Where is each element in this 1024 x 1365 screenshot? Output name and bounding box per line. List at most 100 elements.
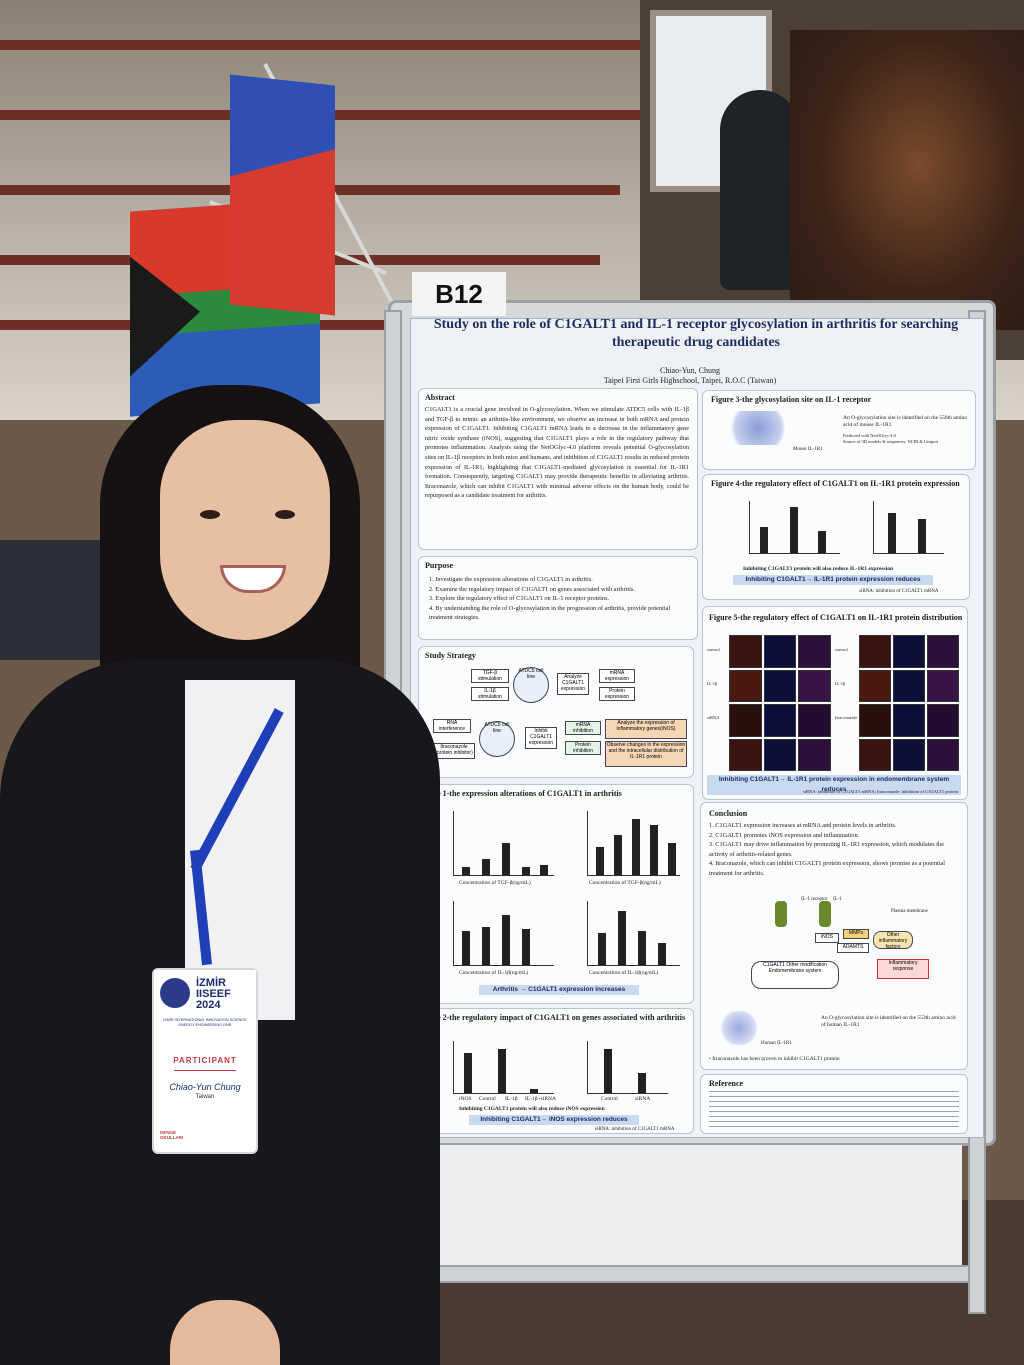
figure1-heading: igure 1-the expression alterations of C1…	[423, 789, 622, 798]
abstract-text: C1GALT1 is a crucial gene involved in O-…	[425, 406, 689, 500]
observe-box: Observe changes in the expression and th…	[605, 741, 687, 767]
figure5-box: Figure 5-the regulatory effect of C1GALT…	[702, 606, 968, 800]
purpose-box: Purpose 1. Investigate the expression al…	[418, 556, 698, 640]
conclusion-heading: Conclusion	[709, 809, 748, 818]
fig4-footnote: siRNA: inhibition of C1GALT1 mRNA	[859, 589, 939, 594]
fig5-banner: Inhibiting C1GALT1→ IL-1R1 protein expre…	[707, 775, 961, 795]
fig2-x2-sirna: siRNA	[635, 1096, 651, 1102]
fig1-banner: Arthritis → C1GALT1 expression increases	[479, 985, 639, 995]
diagram-othermod: Other modification	[786, 962, 827, 968]
purpose-item: 4. By understanding the role of O-glycos…	[429, 604, 671, 622]
fig2-chart-a	[453, 1041, 554, 1094]
poster-author: Chiao-Yun, Chung Taipei First Girls High…	[560, 366, 820, 386]
purpose-item: 2. Examine the regulatory impact of C1GA…	[429, 585, 635, 593]
analyze-inflammatory-box: Analyze the expression of inflammatory g…	[605, 719, 687, 739]
diagram-endo: C1GALT1 Other modification Endomembrane …	[751, 961, 839, 989]
mouse-protein-model	[723, 411, 793, 445]
figure2-heading: igure 2-the regulatory impact of C1GALT1…	[423, 1013, 686, 1022]
fig5-row-label: IL-1β	[707, 681, 718, 686]
eye	[200, 510, 220, 519]
fig4-chart-a	[749, 501, 840, 554]
badge-title-1: İZMİR	[196, 977, 226, 989]
badge-divider	[174, 1070, 236, 1071]
fig5-row-label: control	[707, 647, 720, 652]
eye	[275, 510, 295, 519]
conclusion-item: 2. C1GALT1 promotes iNOS expression and …	[709, 831, 860, 839]
fig3-source: Source of 3D models & sequences: NCBI & …	[843, 439, 938, 444]
stand-lower-panel	[394, 1145, 962, 1265]
conclusion-item: 1. C1GALT1 expression increases at mRNA …	[709, 822, 897, 829]
fig3-mouse-label: Mouse IL-1R1	[793, 447, 823, 452]
diagram-inos: iNOS	[815, 933, 839, 943]
ceiling-beam	[0, 40, 640, 50]
fig5-footnote: siRNA: inhibition of C1GALT1 mRNA; Itrac…	[803, 789, 959, 794]
person-hands	[170, 1300, 280, 1365]
reference-box: Reference	[700, 1074, 968, 1134]
poster-title: Study on the role of C1GALT1 and IL-1 re…	[433, 317, 959, 350]
reference-lines	[709, 1091, 959, 1127]
strategy-heading: Study Strategy	[425, 651, 476, 660]
participant-badge: İZMİR IISEEF 2024 İZMİR INTERNATIONAL IN…	[152, 968, 258, 1154]
purpose-item: 3. Explore the regulatory effect of C1GA…	[429, 595, 610, 603]
fig2-banner: Inhibiting C1GALT1→ iNOS expression redu…	[469, 1115, 639, 1125]
fig3-note: An O-glycosylation site is identified on…	[843, 415, 968, 428]
analyze-box: Analyze C1GALT1 expression	[557, 673, 589, 695]
badge-year: 2024	[196, 999, 221, 1011]
author-affiliation: Taipei First Girls Highschool, Taipei, R…	[603, 376, 777, 385]
mrna-inh-box: mRNA inhibition	[565, 721, 601, 735]
person-face	[160, 420, 330, 640]
fig2-x2-control: Control	[601, 1096, 618, 1102]
human-protein-model	[719, 1011, 759, 1045]
fig1-xlabel-il1: Concentration of IL-1β(ng/mL)	[459, 970, 529, 976]
fig2-chart-b	[587, 1041, 668, 1094]
fig5-row-label: control	[835, 647, 848, 652]
fig5-row-label: siRNA	[707, 715, 720, 720]
figure4-box: Figure 4-the regulatory effect of C1GALT…	[702, 474, 970, 600]
badge-sponsor: DENGE OKULLARI	[160, 1130, 184, 1140]
diagram-endo-label: Endomembrane system	[768, 968, 822, 974]
purpose-heading: Purpose	[425, 561, 453, 570]
figure4-heading: Figure 4-the regulatory effect of C1GALT…	[711, 479, 960, 488]
fig2-x-il1: IL-1β	[505, 1096, 518, 1102]
tgf-box: TGF-β stimulation	[471, 669, 509, 683]
protein-box: Protein expression	[599, 687, 635, 701]
pathway-diagram: IL-1 IL-1 receptor Plasma membrane iNOS …	[741, 893, 951, 1003]
diagram-adamts: ADAMTS	[837, 943, 869, 953]
strategy-box: Study Strategy TGF-β stimulation IL-1β s…	[418, 646, 694, 778]
conclusion-item: 4. Itraconazole, which can inhibit C1GAL…	[709, 860, 946, 877]
inhibit-box: Inhibit C1GALT1 expression	[525, 727, 557, 749]
cell-line-circle: ATDC5 cell line	[513, 667, 549, 703]
fig2-inos-label: iNOS	[459, 1096, 472, 1102]
abstract-box: Abstract C1GALT1 is a crucial gene invol…	[418, 388, 698, 550]
fig4-note: Inhibiting C1GALT1 protein will also red…	[743, 566, 894, 572]
fig5-micrograph-grid-left	[729, 635, 831, 771]
badge-name: Chiao-Yun Chung	[169, 1082, 241, 1092]
diagram-other: Other inflammatory factors	[873, 931, 913, 950]
fig1-chart-d	[587, 901, 680, 966]
human-note: An O-glycosylation site is identified on…	[821, 1015, 956, 1028]
fig5-micrograph-grid-right	[859, 635, 959, 771]
fig1-chart-b	[587, 811, 680, 876]
diagram-receptor: IL-1 receptor	[801, 897, 828, 902]
itra-note: • Itraconazole has been proven to inhibi…	[709, 1056, 840, 1062]
diagram-mmps: MMPs	[843, 929, 869, 939]
fig2-x-control: Control	[479, 1096, 496, 1102]
fig4-chart-b	[873, 501, 944, 554]
wall-mural	[790, 30, 1024, 330]
basketball-backboard	[720, 90, 800, 290]
fig4-banner: Inhibiting C1GALT1→ IL-1R1 protein expre…	[733, 575, 933, 585]
receptor-icon	[819, 901, 831, 927]
fig2-footnote: siRNA: inhibition of C1GALT1 mRNA	[595, 1127, 675, 1132]
badge-country: Taiwan	[195, 1094, 215, 1100]
figure1-box: igure 1-the expression alterations of C1…	[418, 784, 694, 1004]
fig2-note: Inhibiting C1GALT1 protein will also red…	[459, 1106, 605, 1112]
reference-heading: Reference	[709, 1079, 744, 1088]
fig1-chart-a	[453, 811, 554, 876]
badge-role: PARTICIPANT	[173, 1056, 237, 1065]
diagram-il1: IL-1	[833, 897, 842, 902]
fair-logo-icon	[160, 978, 190, 1008]
diagram-response: Inflammatory response	[877, 959, 929, 979]
human-label: Human IL-1R1	[761, 1041, 792, 1046]
abstract-heading: Abstract	[425, 393, 455, 402]
fig1-chart-c	[453, 901, 554, 966]
